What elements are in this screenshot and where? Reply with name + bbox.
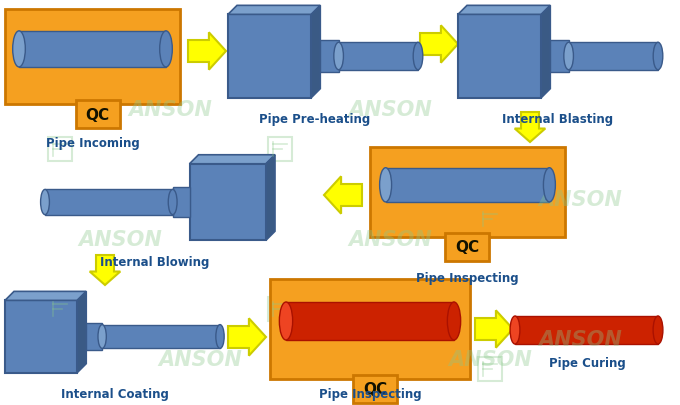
Bar (45, 190, 173, 215)
Ellipse shape (168, 190, 177, 215)
Text: ANSON: ANSON (448, 349, 532, 369)
Ellipse shape (98, 325, 106, 349)
Text: Pipe Curing: Pipe Curing (549, 356, 626, 369)
Bar (19, 32, 166, 68)
Bar (270, 279, 470, 379)
Bar (268, 138, 292, 162)
Bar (339, 43, 418, 70)
Ellipse shape (334, 43, 343, 70)
Bar (320, 41, 339, 72)
Polygon shape (228, 6, 320, 15)
Bar (445, 233, 490, 261)
Ellipse shape (216, 325, 224, 349)
Bar (173, 188, 190, 217)
Text: QC: QC (363, 382, 387, 396)
Text: Pipe Incoming: Pipe Incoming (46, 136, 139, 149)
Text: Pipe Inspecting: Pipe Inspecting (319, 387, 422, 400)
Polygon shape (190, 156, 275, 164)
Bar (75, 101, 120, 129)
Bar (48, 138, 72, 162)
Bar (353, 375, 397, 403)
Text: Pipe Pre-heating: Pipe Pre-heating (259, 113, 371, 126)
Polygon shape (324, 177, 362, 214)
Bar (86, 323, 102, 350)
Ellipse shape (564, 43, 573, 70)
Ellipse shape (653, 316, 663, 344)
Bar (48, 297, 72, 321)
Text: Internal Blowing: Internal Blowing (101, 256, 209, 269)
Bar (386, 168, 549, 202)
Bar (515, 316, 658, 344)
Text: Internal Blasting: Internal Blasting (503, 113, 613, 126)
Text: ANSON: ANSON (348, 230, 432, 249)
Polygon shape (475, 311, 513, 348)
Polygon shape (458, 6, 550, 15)
Ellipse shape (41, 190, 50, 215)
Ellipse shape (379, 168, 392, 202)
Text: ANSON: ANSON (78, 230, 162, 249)
Ellipse shape (160, 32, 172, 68)
Ellipse shape (279, 302, 292, 340)
Polygon shape (188, 33, 226, 70)
Bar (550, 41, 568, 72)
Text: Pipe Inspecting: Pipe Inspecting (416, 271, 519, 284)
Text: Internal Coating: Internal Coating (61, 387, 169, 400)
Bar (5, 301, 78, 373)
Ellipse shape (447, 302, 460, 340)
Bar (568, 43, 658, 70)
Polygon shape (5, 292, 86, 301)
Polygon shape (78, 292, 86, 373)
Polygon shape (515, 113, 545, 143)
Bar (268, 297, 292, 321)
Polygon shape (420, 26, 458, 64)
Text: ANSON: ANSON (538, 190, 622, 209)
Bar (228, 15, 311, 98)
Ellipse shape (510, 316, 520, 344)
Bar (102, 325, 220, 349)
Text: ANSON: ANSON (158, 349, 242, 369)
Polygon shape (90, 256, 120, 285)
Ellipse shape (543, 168, 556, 202)
Ellipse shape (13, 32, 25, 68)
Bar (5, 10, 180, 105)
Text: ANSON: ANSON (538, 329, 622, 349)
Bar (190, 164, 266, 241)
Text: QC: QC (86, 107, 109, 122)
Text: QC: QC (456, 240, 479, 255)
Ellipse shape (653, 43, 663, 70)
Polygon shape (266, 156, 275, 241)
Bar (478, 207, 502, 231)
Polygon shape (541, 6, 550, 98)
Ellipse shape (413, 43, 423, 70)
Polygon shape (228, 318, 266, 356)
Bar (458, 15, 541, 98)
Polygon shape (311, 6, 320, 98)
Bar (478, 357, 502, 381)
Bar (286, 302, 454, 340)
Text: ANSON: ANSON (348, 100, 432, 120)
Text: ANSON: ANSON (128, 100, 212, 120)
Bar (370, 148, 565, 237)
